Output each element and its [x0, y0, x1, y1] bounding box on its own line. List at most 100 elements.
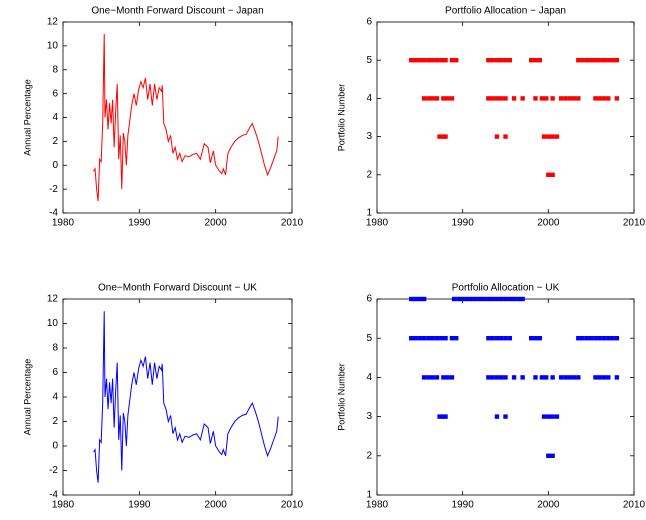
point [580, 58, 585, 63]
x-tick-label: 1980 [366, 500, 389, 511]
chart-title: Portfolio Allocation − UK [452, 283, 560, 294]
point [451, 296, 457, 302]
point [437, 134, 442, 139]
point [445, 375, 450, 380]
point [511, 96, 517, 101]
point [426, 58, 431, 63]
point [409, 336, 414, 341]
y-tick-label: 6 [52, 367, 58, 378]
y-tick-label: 2 [52, 136, 58, 147]
point [584, 336, 590, 341]
point [550, 375, 555, 380]
y-tick-label: -2 [49, 465, 58, 476]
point [449, 58, 455, 63]
x-tick-label: 1990 [452, 500, 475, 511]
point [597, 336, 602, 341]
point [499, 336, 504, 341]
point [529, 58, 534, 63]
point [507, 336, 512, 341]
y-tick-label: 8 [52, 64, 58, 75]
point [614, 336, 620, 341]
point [567, 375, 572, 380]
y-tick-label: -4 [49, 208, 58, 219]
point [430, 96, 435, 101]
point [543, 375, 549, 380]
point [614, 96, 620, 101]
x-tick-label: 1980 [52, 218, 75, 229]
point [580, 336, 585, 341]
point [477, 296, 482, 302]
point [441, 375, 446, 380]
point [440, 134, 446, 139]
point [576, 96, 581, 101]
y-tick-label: 1 [366, 490, 372, 501]
point [499, 96, 504, 101]
point [571, 375, 577, 380]
point [520, 375, 525, 380]
point [421, 96, 427, 101]
point [494, 296, 500, 302]
point [511, 296, 517, 302]
point [588, 58, 594, 63]
point [434, 336, 440, 341]
point [494, 414, 500, 419]
x-tick-label: 2010 [281, 218, 304, 229]
point [443, 414, 448, 419]
y-tick-label: 2 [366, 450, 372, 461]
y-tick-label: 3 [366, 411, 372, 422]
point [437, 414, 442, 419]
point [593, 375, 598, 380]
x-tick-label: 2000 [205, 500, 228, 511]
point [503, 375, 508, 380]
point [413, 58, 418, 63]
point [454, 336, 459, 341]
plot-frame [376, 21, 635, 214]
y-tick-label: -2 [49, 184, 58, 195]
x-tick-label: 1980 [52, 500, 75, 511]
point [601, 375, 607, 380]
y-tick-label: 5 [366, 55, 372, 66]
point [563, 375, 568, 380]
point [439, 336, 444, 341]
point [606, 336, 611, 341]
point [516, 296, 521, 302]
point [503, 96, 508, 101]
y-tick-label: 8 [52, 343, 58, 354]
point [546, 453, 551, 458]
point [486, 58, 491, 63]
point [576, 336, 581, 341]
point [539, 96, 545, 101]
point [443, 58, 448, 63]
point [454, 58, 459, 63]
y-tick-label: 6 [52, 88, 58, 99]
y-tick-label: 12 [47, 294, 59, 305]
point [421, 375, 427, 380]
point [533, 336, 538, 341]
point [550, 414, 555, 419]
y-axis-label: Portfolio Number [336, 84, 346, 152]
x-tick-label: 1990 [452, 218, 475, 229]
point [421, 58, 427, 63]
x-tick-label: 1980 [366, 218, 389, 229]
point [486, 375, 491, 380]
point [520, 96, 525, 101]
point [584, 58, 590, 63]
point [481, 296, 487, 302]
point [550, 134, 555, 139]
point [520, 296, 525, 302]
point [546, 134, 551, 139]
y-axis-label: Annual Percentage [22, 79, 32, 156]
x-tick-label: 2000 [205, 218, 228, 229]
point [606, 375, 611, 380]
y-tick-label: 4 [52, 392, 58, 403]
point [443, 336, 448, 341]
point [494, 336, 500, 341]
point [473, 296, 478, 302]
point [440, 414, 446, 419]
point [490, 336, 495, 341]
point [550, 96, 555, 101]
point [464, 296, 470, 302]
point [490, 375, 495, 380]
point [426, 375, 431, 380]
